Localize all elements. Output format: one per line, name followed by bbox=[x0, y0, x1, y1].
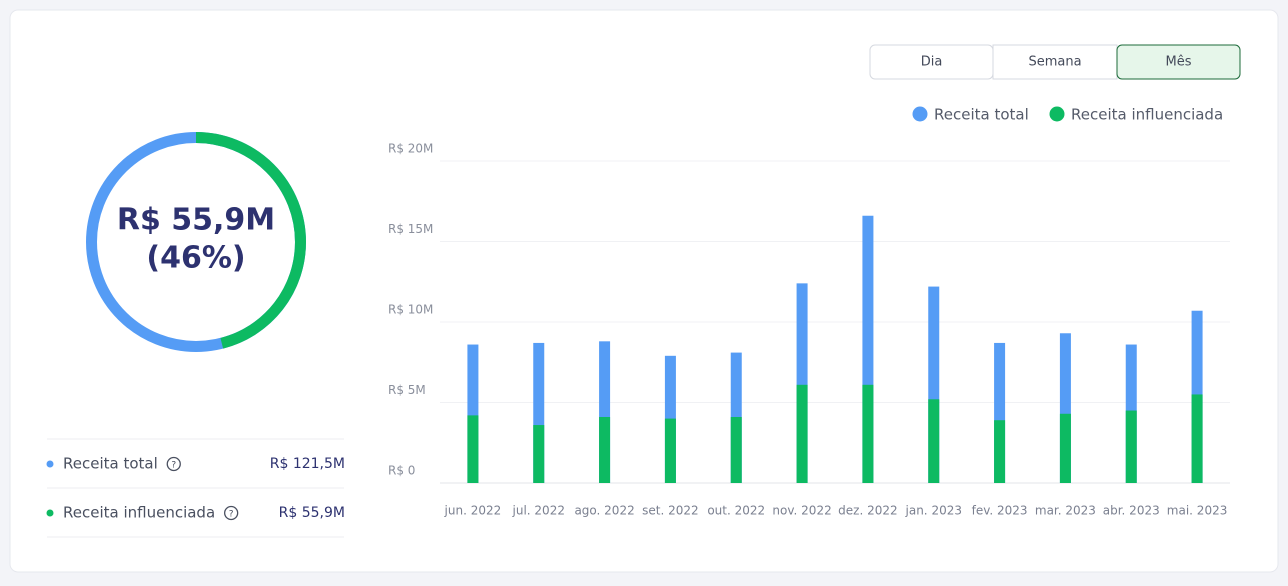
x-tick-label: jul. 2022 bbox=[512, 504, 565, 518]
summary-label: Receita influenciada bbox=[63, 504, 215, 522]
bar bbox=[533, 342, 545, 483]
donut-center-label: (46%) bbox=[146, 241, 245, 276]
bar bbox=[730, 416, 742, 483]
x-tick-label: mar. 2023 bbox=[1035, 504, 1096, 518]
bar bbox=[1059, 413, 1071, 483]
bar bbox=[467, 344, 479, 483]
bar bbox=[862, 384, 874, 483]
bar bbox=[599, 416, 611, 483]
tab-label[interactable]: Dia bbox=[921, 55, 943, 70]
bar bbox=[994, 342, 1006, 483]
bar bbox=[862, 215, 874, 484]
donut-chart: R$ 55,9M(46%) bbox=[86, 132, 306, 352]
summary-dot bbox=[46, 509, 54, 517]
tab[interactable] bbox=[1116, 44, 1241, 80]
legend-dot bbox=[912, 106, 928, 122]
y-tick-label: R$ 5M bbox=[388, 383, 426, 397]
legend-label: Receita influenciada bbox=[1071, 106, 1223, 124]
y-tick-label: R$ 10M bbox=[388, 303, 433, 317]
bar bbox=[928, 286, 940, 483]
x-tick-label: out. 2022 bbox=[707, 504, 765, 518]
donut-center-label: R$ 55,9M bbox=[117, 203, 275, 238]
card bbox=[9, 9, 1279, 573]
bar bbox=[664, 418, 676, 483]
x-tick-label: nov. 2022 bbox=[772, 504, 831, 518]
y-tick-label: R$ 20M bbox=[388, 142, 433, 156]
x-tick-label: ago. 2022 bbox=[574, 504, 634, 518]
bar bbox=[796, 283, 808, 483]
legend-label: Receita total bbox=[934, 106, 1029, 124]
summary-list: Receita total? R$ 121,5M Receita influenci… bbox=[46, 438, 345, 538]
bar bbox=[994, 420, 1006, 483]
x-tick-label: fev. 2023 bbox=[972, 504, 1028, 518]
x-tick-label: set. 2022 bbox=[642, 504, 699, 518]
help-icon[interactable] bbox=[224, 505, 239, 521]
help-icon[interactable] bbox=[166, 456, 181, 472]
summary-label: Receita total bbox=[63, 455, 158, 473]
help-icon-mark: ? bbox=[229, 510, 234, 520]
donut-arc bbox=[86, 132, 306, 352]
bar bbox=[599, 341, 611, 483]
bar bbox=[928, 399, 940, 483]
y-tick-label: R$ 0 bbox=[388, 464, 415, 478]
summary-value: R$ 55,9M bbox=[279, 505, 345, 521]
x-tick-label: dez. 2022 bbox=[838, 504, 897, 518]
x-tick-label: mai. 2023 bbox=[1167, 504, 1228, 518]
tab-label[interactable]: Semana bbox=[1028, 55, 1081, 70]
tab-label[interactable]: Mês bbox=[1166, 55, 1192, 70]
x-tick-label: abr. 2023 bbox=[1103, 504, 1160, 518]
x-tick-label: jun. 2022 bbox=[444, 504, 502, 518]
legend-dot bbox=[1049, 106, 1065, 122]
tab[interactable] bbox=[992, 44, 1118, 80]
bar bbox=[1191, 394, 1203, 483]
bar bbox=[533, 425, 545, 483]
help-icon-mark: ? bbox=[171, 461, 176, 471]
bar bbox=[467, 415, 479, 483]
bar bbox=[1059, 333, 1071, 483]
y-tick-label: R$ 15M bbox=[388, 222, 433, 236]
period-tabs: Dia Semana Mês bbox=[869, 44, 1241, 80]
bar bbox=[796, 384, 808, 483]
bar-chart: R$ 0 R$ 5M R$ 10M R$ 15M R$ 20M jun. 2022 jul.… bbox=[388, 106, 1230, 518]
x-tick-label: jan. 2023 bbox=[905, 504, 962, 518]
summary-dot bbox=[46, 460, 54, 468]
summary-value: R$ 121,5M bbox=[270, 456, 345, 472]
bar bbox=[1125, 410, 1137, 483]
